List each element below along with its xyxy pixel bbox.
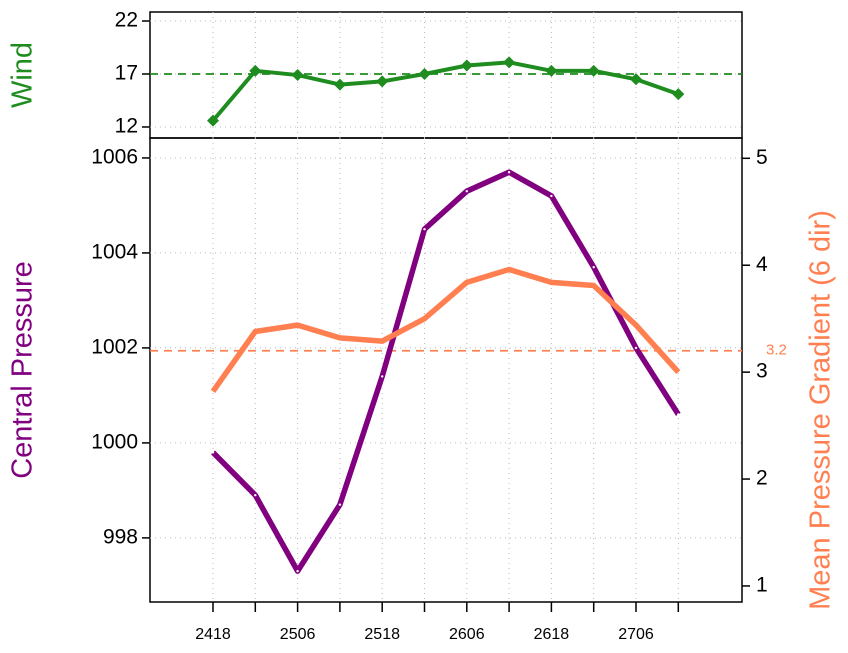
marker: [465, 189, 468, 193]
y-tick-label: 1002: [91, 335, 138, 358]
marker: [545, 64, 558, 77]
y2-axis-title: Mean Pressure Gradient (6 dir): [805, 210, 837, 610]
y-tick-label: 22: [115, 9, 138, 32]
bottom-panel-frame: [149, 137, 743, 603]
line-series: [211, 169, 681, 574]
y-tick-label: 17: [115, 62, 138, 85]
marker: [503, 56, 516, 69]
marker: [211, 451, 215, 454]
y2-tick-label: 4: [756, 253, 768, 276]
y-tick-label: 1006: [91, 145, 138, 168]
y2-tick-label: 3: [756, 360, 768, 383]
reference-label: 3.2: [766, 342, 787, 359]
x-tick-label: 2506: [280, 626, 316, 643]
y-tick-label: 12: [115, 115, 138, 138]
line-series: [211, 60, 679, 122]
marker: [634, 346, 638, 350]
marker: [423, 227, 426, 231]
x-tick-label: 2618: [534, 626, 570, 643]
x-tick-label: 2606: [449, 626, 485, 643]
y2-tick-label: 1: [756, 574, 768, 597]
y2-tick-label: 5: [756, 146, 768, 169]
marker: [291, 69, 304, 82]
marker: [672, 88, 685, 101]
marker: [296, 569, 299, 573]
x-tick-label: 2518: [364, 626, 400, 643]
marker: [376, 75, 389, 88]
marker: [333, 78, 346, 91]
y-tick-label: 998: [103, 525, 138, 548]
x-tick-label: 2418: [195, 626, 231, 643]
marker: [677, 413, 680, 416]
marker: [630, 73, 642, 86]
line-series: [210, 266, 681, 393]
x-tick-label: 2706: [618, 626, 654, 643]
y2-tick-label: 2: [756, 467, 768, 490]
marker: [338, 503, 342, 506]
marker: [254, 493, 257, 497]
marker: [592, 265, 595, 269]
marker: [249, 64, 262, 77]
marker: [418, 67, 431, 80]
marker: [550, 194, 553, 198]
y-axis-title: Central Pressure: [7, 261, 39, 479]
y-tick-label: 1004: [91, 240, 138, 263]
marker: [507, 170, 511, 174]
marker: [460, 59, 473, 72]
marker: [381, 375, 384, 378]
marker: [207, 114, 219, 127]
y-axis-title: Wind: [7, 42, 39, 108]
top-panel-frame: [149, 11, 743, 139]
y-tick-label: 1000: [91, 430, 138, 453]
marker: [587, 64, 600, 77]
